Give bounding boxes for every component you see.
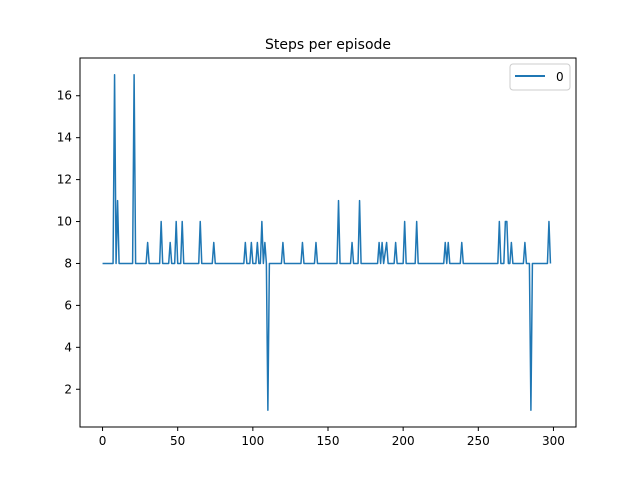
legend-label-series-0: 0 <box>556 70 564 84</box>
y-tick-label-12: 12 <box>57 173 72 187</box>
legend: 0 <box>509 63 571 91</box>
series-0-line <box>102 74 552 411</box>
x-tick-label-0: 0 <box>99 434 107 448</box>
y-tick-label-2: 2 <box>64 382 72 396</box>
x-tick-label-50: 50 <box>170 434 185 448</box>
y-tick-label-16: 16 <box>57 89 72 103</box>
plot-area: 0 50 100 150 200 250 300 2 4 6 8 10 12 14 16 <box>57 57 577 448</box>
x-tick-label-300: 300 <box>542 434 565 448</box>
chart-title: Steps per episode <box>265 37 391 53</box>
y-tick-label-10: 10 <box>57 215 72 229</box>
y-tick-label-6: 6 <box>64 298 72 312</box>
x-tick-label-150: 150 <box>317 434 340 448</box>
x-tick-label-100: 100 <box>241 434 264 448</box>
y-tick-label-8: 8 <box>64 256 72 270</box>
x-tick-label-250: 250 <box>467 434 490 448</box>
x-tick-label-200: 200 <box>392 434 415 448</box>
y-tick-label-14: 14 <box>57 131 72 145</box>
y-tick-label-4: 4 <box>64 340 72 354</box>
